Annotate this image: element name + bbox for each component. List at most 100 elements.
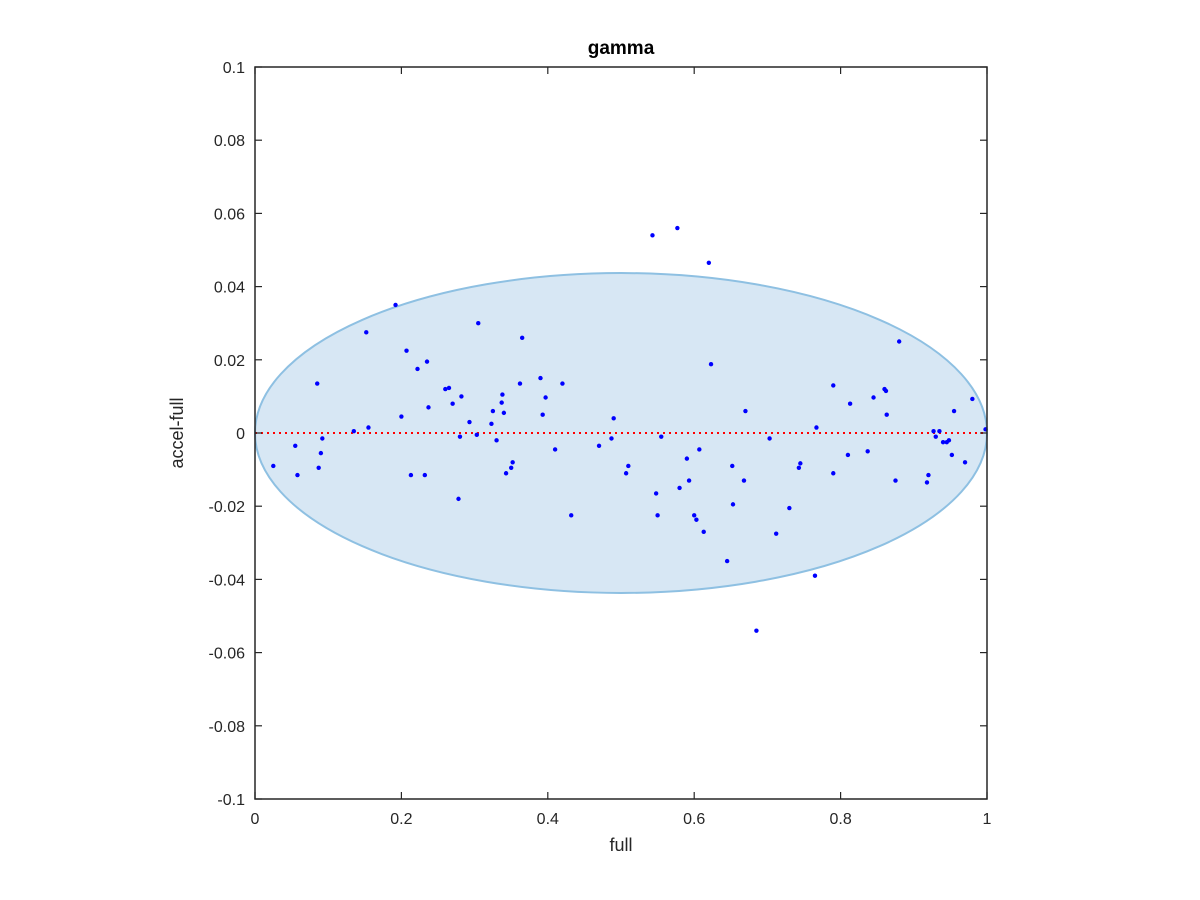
y-tick-label: -0.04 (209, 572, 246, 589)
data-point (814, 425, 819, 430)
data-point (490, 408, 496, 414)
y-tick-label: 0 (236, 426, 245, 443)
data-point (509, 465, 514, 470)
data-point (623, 471, 629, 476)
data-point (684, 456, 690, 461)
y-axis-label: accel-full (167, 397, 187, 468)
y-tick-label: -0.1 (217, 792, 245, 809)
x-tick-label: 0 (251, 811, 260, 828)
x-tick-label: 0.6 (683, 811, 705, 828)
data-point (364, 330, 369, 335)
data-point (655, 513, 660, 518)
data-point (798, 461, 803, 466)
data-point (951, 408, 957, 414)
data-point (754, 628, 759, 633)
data-point (426, 405, 431, 410)
data-point (730, 463, 735, 469)
data-point (517, 381, 523, 386)
data-point (295, 472, 300, 478)
data-point (893, 478, 898, 483)
data-point (315, 381, 320, 386)
data-point (697, 447, 702, 452)
data-point (510, 460, 515, 465)
data-point (450, 401, 455, 406)
data-point (796, 465, 802, 470)
data-point (686, 478, 692, 483)
y-tick-label: 0.08 (214, 133, 245, 150)
data-point (459, 394, 464, 399)
data-point (456, 496, 461, 502)
data-point (677, 485, 682, 491)
y-tick-label: -0.02 (209, 499, 246, 516)
data-point (970, 396, 975, 402)
data-point (503, 471, 509, 476)
data-point (540, 412, 545, 417)
data-point (552, 447, 558, 452)
data-point (883, 388, 889, 394)
data-point (865, 449, 870, 454)
y-tick-label: -0.06 (209, 646, 246, 663)
data-point (741, 478, 747, 483)
data-point (884, 412, 889, 417)
data-point (422, 472, 428, 478)
data-point (706, 260, 712, 266)
data-point (293, 443, 298, 449)
data-point (675, 225, 680, 231)
data-point (787, 505, 792, 511)
data-point (767, 436, 772, 441)
data-point (489, 421, 494, 427)
data-point (457, 434, 463, 439)
data-point (500, 392, 505, 397)
data-point (650, 233, 655, 238)
data-point (692, 513, 697, 518)
data-point (831, 383, 836, 388)
data-point (446, 385, 452, 391)
data-point (926, 472, 931, 478)
x-tick-label: 0.8 (829, 811, 851, 828)
data-point (812, 573, 818, 578)
data-point (940, 439, 946, 445)
y-tick-label: 0.06 (214, 206, 245, 223)
data-point (318, 450, 324, 456)
data-point (271, 463, 276, 469)
data-point (949, 452, 955, 458)
data-point (708, 361, 714, 367)
data-point (366, 425, 371, 430)
x-axis-label: full (609, 835, 632, 855)
data-point (543, 395, 548, 400)
data-point (659, 434, 664, 439)
x-tick-label: 0.4 (537, 811, 559, 828)
y-tick-label: 0.1 (223, 60, 245, 77)
data-point (611, 416, 616, 421)
data-point (351, 428, 357, 434)
data-point (845, 452, 851, 458)
data-point (924, 480, 930, 485)
data-point (499, 400, 504, 405)
data-point (724, 558, 730, 564)
data-point (399, 414, 404, 419)
data-point (831, 471, 836, 476)
data-point (316, 465, 321, 470)
y-tick-label: 0.02 (214, 353, 245, 370)
data-point (896, 339, 902, 344)
data-point (519, 335, 525, 341)
x-tick-label: 0.2 (390, 811, 412, 828)
data-point (443, 386, 448, 392)
data-point (962, 460, 968, 465)
data-point (933, 434, 938, 439)
data-point (937, 428, 942, 434)
y-tick-label: -0.08 (209, 719, 246, 736)
data-point (847, 401, 853, 406)
data-point (474, 432, 479, 438)
data-point (424, 359, 430, 364)
data-point (404, 348, 409, 353)
plot-area: 0 0.2 0.4 0.6 0.8 1 -0.1 -0.08 -0.06 -0.04 -0.02 0 0… (209, 60, 992, 828)
data-point (871, 395, 876, 400)
data-point (501, 410, 507, 416)
x-tick-label: 1 (983, 811, 992, 828)
data-point (653, 491, 659, 496)
data-point (467, 419, 472, 425)
y-tick-label: 0.04 (214, 280, 245, 297)
data-point (494, 438, 499, 443)
